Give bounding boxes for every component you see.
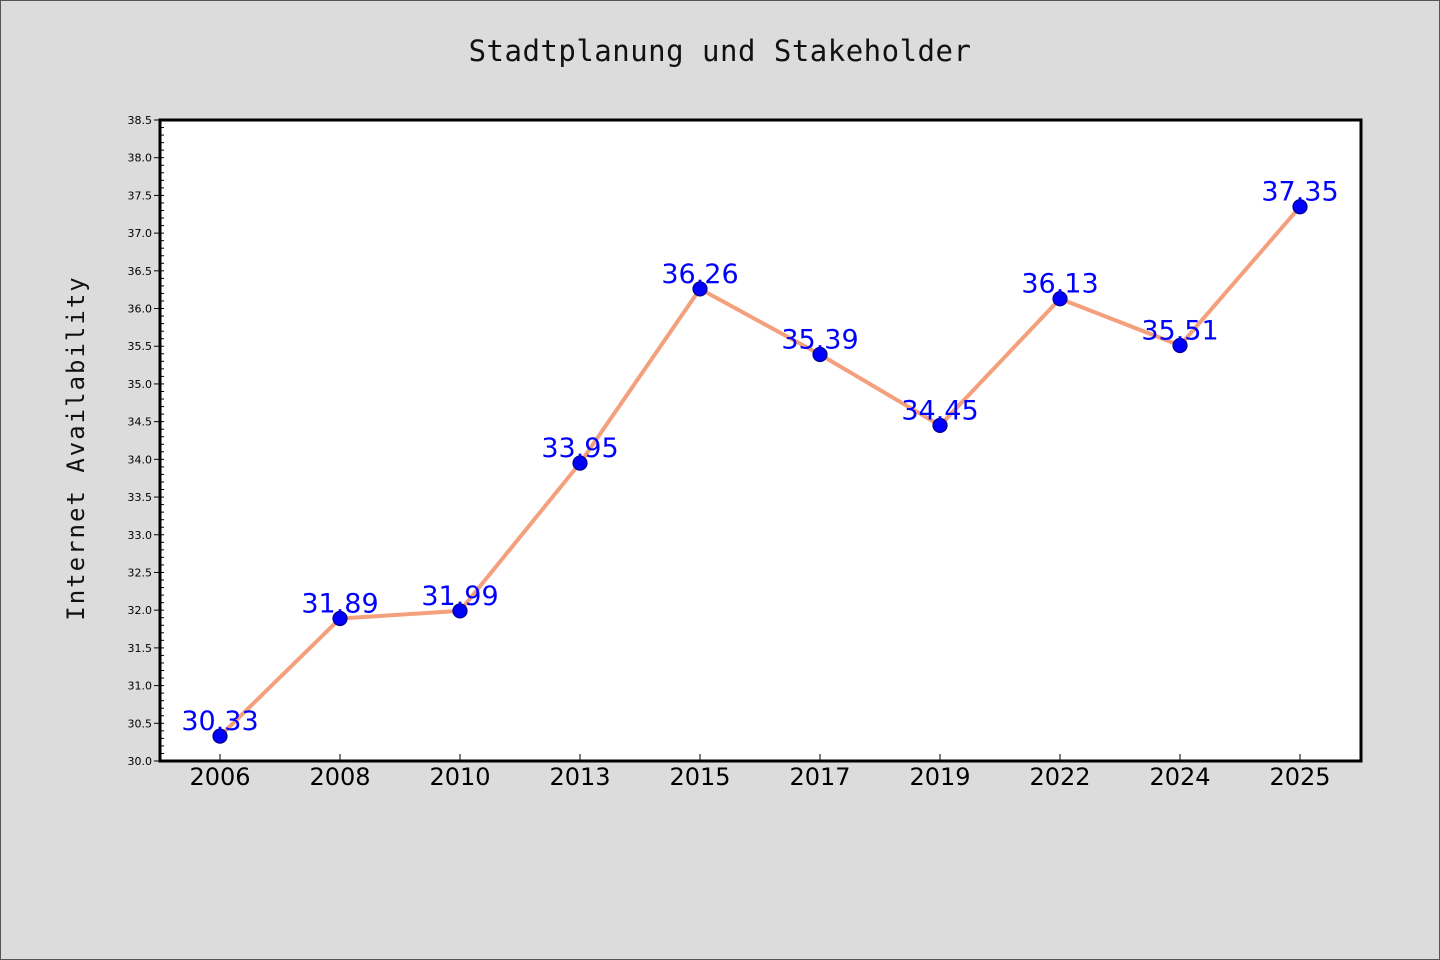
y-axis: 30.0 30.5 31.0 31.5 32.0 32.5 33.0 33.5 34.0 34.5… — [128, 114, 160, 768]
data-label: 35.39 — [781, 325, 858, 356]
y-tick-label: 34.0 — [128, 453, 153, 466]
y-tick-label: 30.5 — [128, 717, 153, 730]
x-tick-label: 2024 — [1149, 763, 1210, 791]
data-label: 36.26 — [661, 259, 738, 290]
y-tick-label: 38.0 — [128, 152, 153, 165]
data-labels: 30.33 31.89 31.99 33.95 36.26 35.39 34.45 36.13… — [181, 177, 1338, 737]
x-tick-label: 2022 — [1029, 763, 1090, 791]
data-point — [572, 455, 588, 471]
data-label: 31.89 — [301, 588, 378, 619]
series-markers — [212, 199, 1308, 744]
y-tick-label: 32.0 — [128, 604, 153, 617]
y-tick-label: 35.5 — [128, 340, 153, 353]
data-label: 37.35 — [1261, 177, 1338, 208]
data-label: 35.51 — [1141, 315, 1218, 346]
x-tick-label: 2006 — [189, 763, 250, 791]
x-tick-label: 2019 — [909, 763, 970, 791]
y-tick-label: 31.5 — [128, 642, 153, 655]
data-point — [1292, 199, 1308, 215]
y-tick-label: 33.0 — [128, 529, 153, 542]
chart-title: Stadtplanung und Stakeholder — [468, 34, 972, 68]
data-point — [932, 417, 948, 434]
data-label: 33.95 — [541, 433, 618, 464]
y-tick-label: 38.5 — [128, 114, 153, 127]
y-tick-label: 30.0 — [128, 755, 153, 768]
data-label: 36.13 — [1021, 269, 1098, 300]
y-tick-label: 36.5 — [128, 265, 153, 278]
data-label: 31.99 — [421, 581, 498, 612]
x-tick-label: 2010 — [429, 763, 490, 791]
y-tick-label: 37.0 — [128, 227, 153, 240]
y-minor-ticks — [160, 119, 164, 762]
data-label: 34.45 — [901, 395, 978, 426]
data-point — [1172, 337, 1188, 354]
data-point — [212, 728, 228, 744]
x-tick-label: 2025 — [1269, 763, 1330, 791]
x-tick-label: 2017 — [789, 763, 850, 791]
series-line — [218, 205, 1302, 738]
x-tick-label: 2013 — [549, 763, 610, 791]
y-tick-label: 37.5 — [128, 189, 153, 202]
data-point — [812, 346, 828, 363]
y-tick-label: 33.5 — [128, 491, 153, 504]
y-tick-label: 34.5 — [128, 416, 153, 429]
y-tick-label: 32.5 — [128, 566, 153, 579]
x-axis: 2006 2008 2010 2013 2015 2017 2019 2022 2024 2025 — [189, 754, 1331, 791]
data-point — [452, 603, 468, 619]
data-point — [1052, 291, 1068, 307]
x-tick-label: 2015 — [669, 763, 730, 791]
y-tick-label: 35.0 — [128, 378, 153, 391]
y-tick-label: 36.0 — [128, 303, 153, 316]
plot-area — [158, 118, 1363, 763]
data-label: 30.33 — [181, 706, 258, 737]
y-tick-label: 31.0 — [128, 680, 153, 693]
x-tick-label: 2008 — [309, 763, 370, 791]
data-point — [692, 281, 708, 297]
data-point — [332, 610, 348, 627]
